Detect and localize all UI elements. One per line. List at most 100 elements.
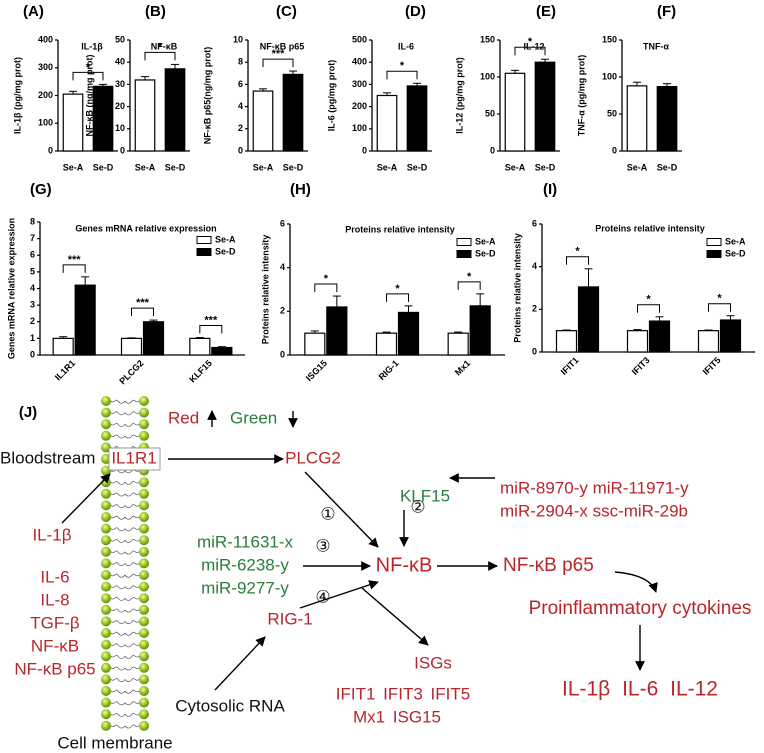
lipid-tail: [110, 399, 126, 404]
lipid-tail: [110, 689, 126, 694]
lipid-tail: [110, 597, 126, 601]
lipid-head: [139, 419, 149, 430]
lipid-head: [139, 407, 149, 418]
lipid-head: [101, 628, 111, 638]
x-tick-label: Se-D: [535, 162, 556, 172]
lipid-tail: [124, 608, 140, 613]
significance-bracket: [637, 304, 660, 313]
panel-label: (J): [19, 404, 37, 421]
y-tick-label: 0: [280, 349, 285, 359]
y-tick-label: 100: [38, 118, 53, 128]
node: Cytosolic RNA: [175, 696, 285, 715]
lipid-head: [139, 570, 149, 580]
panel-label: (B): [145, 3, 166, 20]
node: PLCG2: [285, 448, 341, 467]
y-tick-label: 4: [30, 283, 35, 293]
panel-label: (I): [543, 181, 557, 198]
arrow: [304, 471, 379, 548]
arrow: [614, 571, 658, 593]
x-tick-label: Se-D: [657, 162, 678, 172]
lipid-head: [101, 535, 111, 546]
lipid-tail: [124, 515, 140, 520]
y-tick-label: 150: [480, 34, 495, 44]
x-tick-label: RIG-1: [377, 358, 401, 382]
bar: [648, 320, 671, 353]
bloodstream-label: Bloodstream: [0, 448, 95, 467]
lipid-tail: [124, 527, 140, 532]
lipid-tail: [110, 492, 126, 497]
node: NF-κB: [376, 554, 433, 576]
lipid-tail: [124, 620, 140, 624]
bar: [189, 337, 211, 356]
y-tick-label: 4: [532, 261, 537, 271]
lipid-tail: [110, 434, 126, 439]
y-tick-label: 0: [48, 145, 53, 155]
lipid-tail: [110, 504, 126, 508]
bar: [52, 337, 74, 356]
significance-label: *: [528, 36, 533, 48]
significance-label: ***: [136, 297, 150, 309]
y-tick-label: 0: [532, 346, 537, 356]
lipid-tail: [110, 666, 126, 671]
legend-swatch: [456, 238, 472, 246]
lipid-head: [139, 430, 149, 441]
legend-red: Red: [168, 408, 199, 427]
y-tick-label: 100: [480, 71, 495, 81]
lipid-head: [139, 396, 149, 406]
panel-label: (A): [23, 3, 44, 20]
lipid-head: [101, 581, 111, 592]
bar: [282, 73, 304, 152]
legend-label: Se-A: [475, 236, 496, 246]
y-tick-label: 500: [352, 34, 367, 44]
lipid-tail: [124, 631, 140, 636]
factor: TGF-β: [30, 613, 80, 632]
lipid-tail: [124, 481, 140, 485]
lipid-head: [101, 593, 111, 604]
lipid-tail: [124, 678, 140, 682]
lipid-tail: [124, 423, 140, 427]
lipid-tail: [124, 597, 140, 601]
lipid-tail: [110, 655, 126, 659]
significance-bracket: [72, 71, 104, 81]
x-tick-label: Se-A: [63, 162, 84, 172]
arrows: [61, 454, 658, 691]
legend-swatch: [456, 250, 472, 258]
lipid-head: [139, 593, 149, 604]
lipid-head: [101, 686, 111, 696]
arrow: [214, 636, 266, 691]
y-tick-label: 10: [115, 123, 125, 133]
lipid-head: [101, 407, 111, 418]
lipid-tail: [110, 481, 126, 485]
receptor-box: [108, 447, 161, 471]
lipid-head: [139, 477, 149, 488]
bar: [62, 93, 84, 152]
panel-label: (G): [30, 181, 52, 198]
cell-membrane: [101, 396, 149, 731]
lipid-head: [139, 535, 149, 546]
y-axis-label: Genes mRNA relative expression: [6, 218, 16, 359]
lipid-head: [139, 674, 149, 685]
y-tick-label: 100: [602, 71, 617, 81]
bar: [211, 346, 233, 356]
lipid-head: [101, 570, 111, 580]
lipid-head: [139, 720, 149, 731]
lipid-tail: [110, 573, 126, 578]
lipid-head: [139, 662, 149, 673]
lipid-tail: [110, 678, 126, 682]
lipid-tail: [110, 608, 126, 613]
chart-title: Genes mRNA relative expression: [75, 223, 216, 233]
y-tick-label: 10: [233, 34, 243, 44]
x-tick-label: PLCG2: [117, 358, 145, 386]
panel-label: (F): [657, 3, 676, 20]
y-tick-label: 0: [120, 145, 125, 155]
step: ④: [315, 587, 330, 606]
lipid-tail: [124, 573, 140, 578]
lipid-tail: [124, 643, 140, 648]
lipid-tail: [110, 620, 126, 624]
lipid-head: [139, 500, 149, 511]
lipid-tail: [124, 655, 140, 659]
lipid-tail: [110, 423, 126, 427]
lipid-tail: [124, 504, 140, 508]
y-tick-label: 30: [115, 79, 125, 89]
